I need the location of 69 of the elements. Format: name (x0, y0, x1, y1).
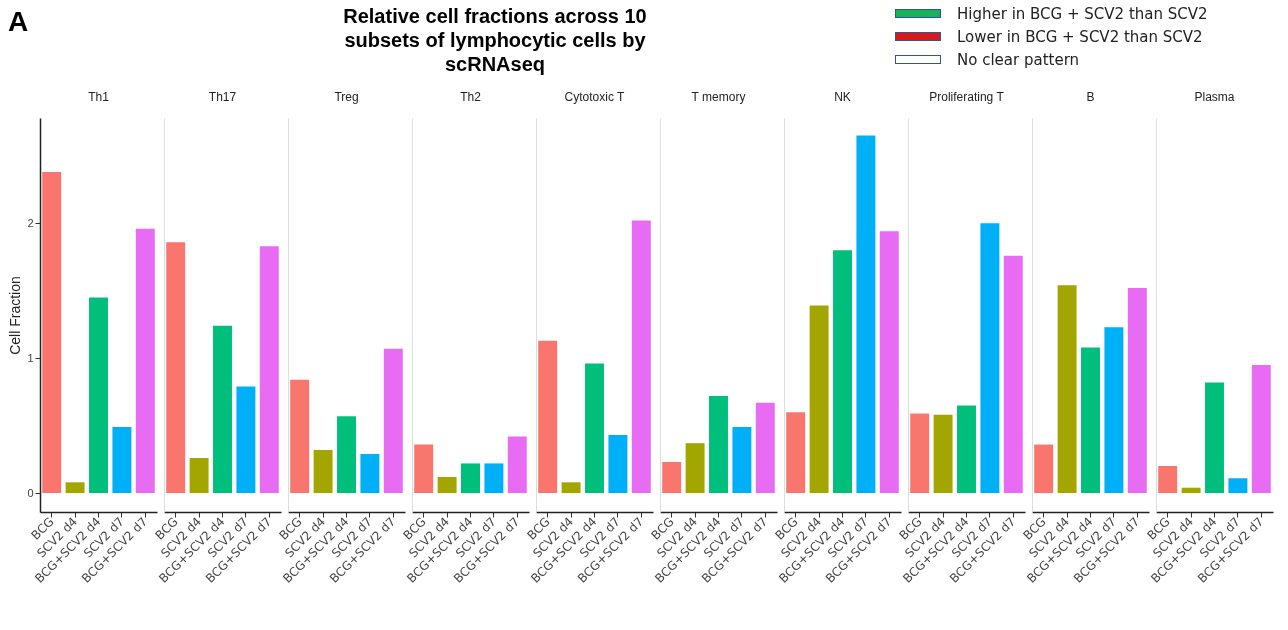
bar (484, 463, 504, 494)
bar (561, 482, 581, 494)
bar (732, 426, 752, 494)
bar (414, 444, 434, 494)
bar (89, 297, 108, 494)
chart-title: Treg (334, 90, 359, 104)
category-label: No clear pattern (957, 50, 1080, 69)
bar (910, 413, 930, 494)
bar (608, 435, 628, 494)
category-label: Higher in BCG + SCV2 than SCV2 (957, 4, 1208, 23)
bar (809, 305, 829, 494)
bar (135, 228, 155, 494)
bar (213, 325, 232, 494)
bar (538, 340, 558, 494)
chart-title: Th1 (88, 90, 110, 104)
bar (1104, 327, 1124, 494)
bar (1081, 347, 1100, 494)
bar (957, 405, 976, 494)
bar (65, 482, 85, 494)
bar (42, 171, 62, 494)
bar (879, 231, 899, 494)
chart-title: Proliferating T (929, 90, 1005, 104)
bar (631, 220, 651, 494)
chart-title: NK (834, 90, 851, 104)
bar (236, 386, 256, 494)
chart-title: Cytotoxic T (564, 90, 626, 104)
y-axis-title: Cell Fraction (7, 276, 24, 355)
chart-title: B (1086, 90, 1095, 104)
bar (437, 476, 457, 494)
chart-title: T memory (691, 90, 746, 104)
y-tick-label: 1 (27, 351, 34, 364)
bar (290, 379, 310, 494)
bar (1158, 466, 1178, 494)
chart-title: Th2 (460, 90, 482, 104)
bar (856, 135, 876, 494)
bar (933, 414, 953, 494)
bar (755, 402, 775, 494)
bar (112, 426, 132, 494)
bar (980, 223, 1000, 494)
bar (507, 436, 527, 494)
category-label: Lower in BCG + SCV2 than SCV2 (957, 27, 1203, 46)
text: Relative cell fractions across 10 subsets of lymphocytic cells by scRNAseq (342, 4, 648, 76)
bar (337, 416, 356, 494)
bar (1003, 255, 1023, 494)
bar (461, 463, 480, 494)
chart-title: Plasma (1194, 90, 1235, 104)
bar (585, 363, 604, 494)
bar (833, 250, 852, 494)
bar (313, 449, 333, 494)
bar (662, 462, 682, 494)
y-tick-label: 2 (27, 216, 34, 229)
y-tick-label: 0 (27, 486, 34, 499)
chart-title: Th17 (208, 90, 237, 104)
bar (360, 453, 380, 494)
bar (1205, 382, 1224, 494)
bar (685, 443, 705, 494)
bar (1181, 487, 1201, 494)
bar (1057, 285, 1077, 494)
bar (1228, 478, 1248, 494)
bar (1251, 364, 1271, 494)
bar (383, 348, 403, 494)
bar (709, 395, 728, 494)
bar (189, 458, 209, 494)
bar (1034, 444, 1054, 494)
text: A (8, 6, 29, 38)
bar (166, 242, 186, 494)
bar (1127, 288, 1147, 494)
bar (259, 246, 279, 494)
bar (786, 412, 806, 494)
